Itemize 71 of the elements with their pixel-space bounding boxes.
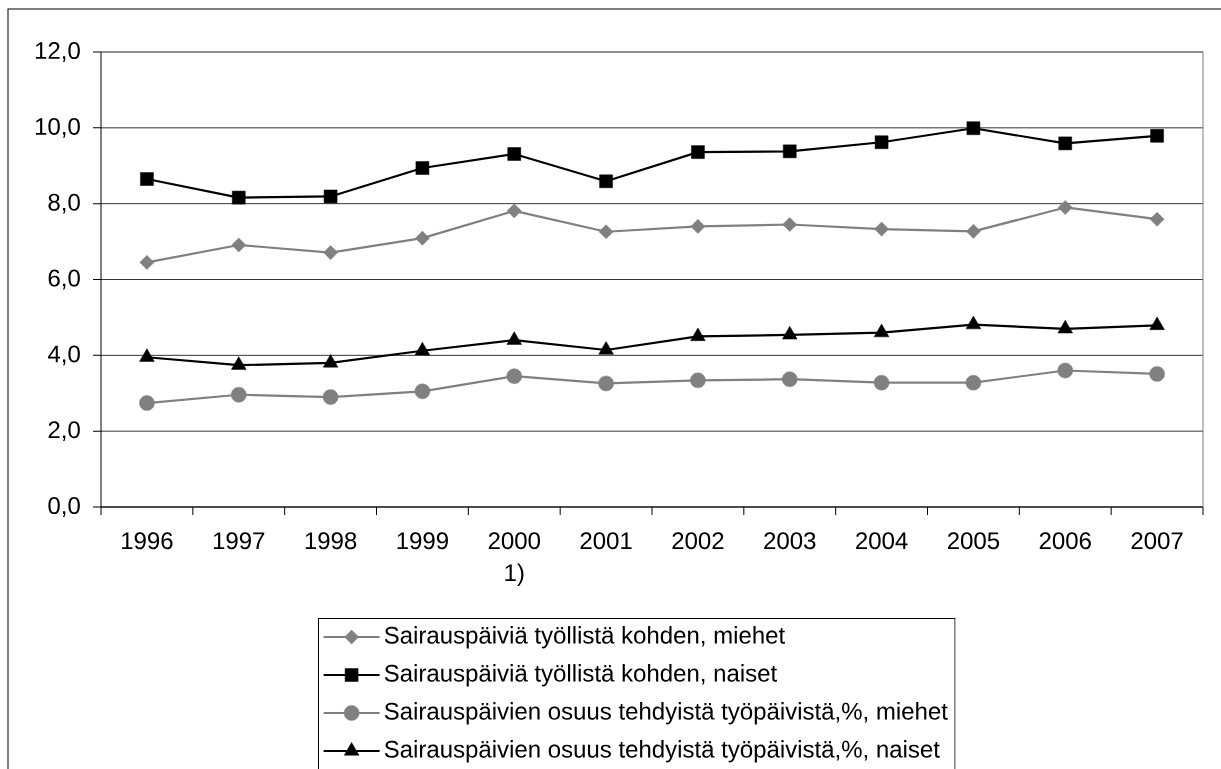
point [691,145,705,159]
point [690,327,706,341]
x-tick-label: 1996 [122,532,173,550]
point [231,356,247,370]
x-tick-label: 2002 [672,532,724,550]
point [1057,362,1073,379]
point [323,245,338,260]
x-tick-label: 2000 1) [488,532,540,586]
x-tick-label: 1999 [397,532,448,550]
point [690,219,706,234]
point [598,375,614,392]
point [139,348,155,362]
x-tick-label: 2006 [1039,532,1091,550]
point [507,147,521,161]
y-tick-label: 2,0 [48,421,80,442]
point [966,121,981,135]
point [414,342,431,356]
y-tick-label: 4,0 [47,345,80,366]
point [599,174,613,189]
x-tick-label: 1998 [305,532,357,550]
x-tick-label: 2004 [856,532,908,550]
point [323,189,338,204]
legend-label: Sairauspäivien osuus tehdyistä työpäivistä,%, naiset [384,740,940,763]
point [874,221,889,237]
point [414,383,431,400]
legend-label: Sairauspäiviä työllistä kohden, miehet [384,626,785,649]
point [782,217,798,232]
legend-label: Sairauspäiviä työllistä kohden, naiset [384,664,777,687]
point [965,374,982,391]
point [1149,366,1165,382]
y-tick-label: 12,0 [35,42,80,62]
point [231,237,247,253]
x-tick-label: 2005 [947,532,1000,550]
y-tick-label: 8,0 [48,193,80,214]
point [1150,129,1164,143]
point [690,372,706,389]
point [782,326,798,340]
point [598,341,614,355]
point [1057,200,1073,215]
legend-label: Sairauspäivien osuus tehdyistä työpäivistä,%, miehet [384,702,948,725]
point [139,395,155,411]
point [139,255,155,270]
point [232,190,246,205]
point [966,224,981,239]
x-tick-label: 2003 [764,532,816,550]
point [873,323,890,338]
point [1057,320,1073,334]
point [783,144,797,159]
x-tick-label: 2001 [580,532,632,550]
point [140,172,154,186]
point [322,389,339,405]
point [506,203,522,219]
point [782,371,798,387]
point [965,315,982,330]
point [506,331,522,345]
point [231,387,247,403]
point [415,161,430,175]
point [506,368,522,384]
y-tick-label: 0,0 [48,497,80,517]
point [873,374,890,391]
point [1058,136,1072,151]
point [415,230,430,246]
point [1149,316,1165,330]
point [322,354,339,368]
x-tick-label: 1997 [213,532,265,550]
y-tick-label: 10,0 [35,117,80,138]
point [1149,211,1165,227]
y-tick-label: 6,0 [48,269,80,290]
point [874,135,889,149]
x-tick-label: 2007 [1131,532,1183,550]
point [598,224,614,240]
